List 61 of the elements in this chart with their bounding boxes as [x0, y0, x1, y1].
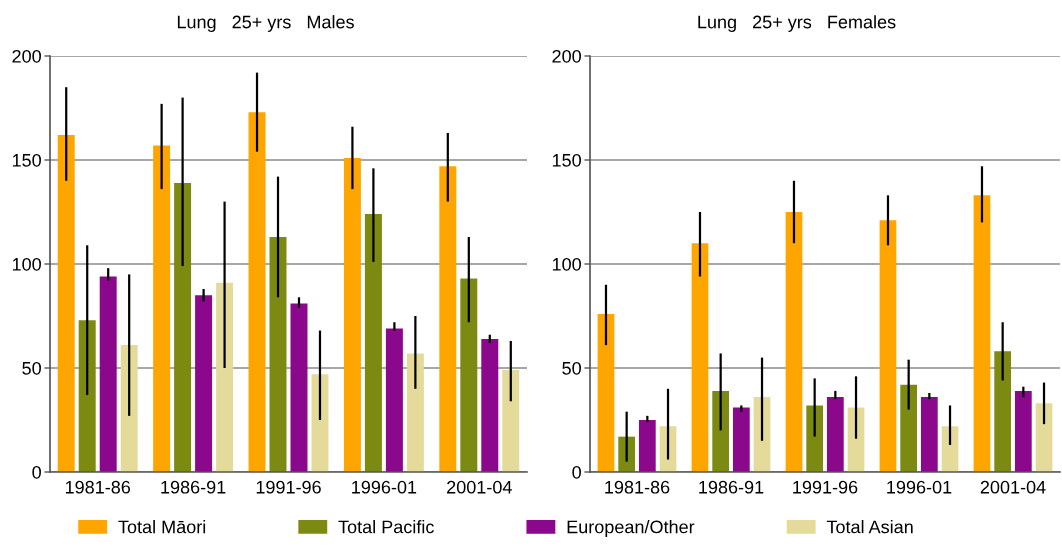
y-tick-label: 0 — [572, 465, 581, 479]
legend-label: European/Other — [567, 520, 695, 537]
y-tick-label: 100 — [552, 257, 581, 271]
x-tick-label: 1991-96 — [793, 480, 858, 494]
x-tick-label: 1986-91 — [699, 480, 764, 494]
y-tick-label: 200 — [552, 49, 581, 63]
x-tick-label: 1986-91 — [161, 480, 226, 494]
bar — [1014, 390, 1032, 472]
y-tick-label: 0 — [32, 465, 41, 479]
bar — [712, 390, 730, 472]
bar — [994, 351, 1012, 472]
y-tick-label: 50 — [562, 361, 581, 375]
legend-label: Total Māori — [118, 520, 206, 534]
bar — [920, 397, 938, 472]
bar — [174, 182, 192, 472]
bar — [481, 338, 499, 472]
y-tick-label: 200 — [12, 49, 41, 63]
bar — [195, 295, 213, 472]
bar — [732, 407, 750, 472]
bar — [900, 384, 918, 472]
bar — [638, 420, 656, 472]
x-tick-label: 1996-01 — [887, 480, 952, 494]
x-tick-label: 2001-04 — [980, 480, 1046, 494]
bar — [343, 157, 361, 472]
bar — [364, 214, 382, 472]
bar — [99, 276, 117, 472]
x-tick-label: 1996-01 — [352, 480, 417, 494]
x-tick-label: 1981-86 — [605, 480, 670, 494]
bar — [460, 278, 478, 472]
bar — [311, 374, 329, 472]
bar — [785, 212, 803, 472]
bar — [120, 345, 138, 472]
bar — [269, 236, 287, 472]
legend-label: Total Asian — [826, 520, 913, 534]
y-tick-label: 150 — [552, 153, 581, 167]
bar — [385, 328, 403, 472]
bar — [216, 282, 234, 472]
bar — [290, 303, 308, 472]
bar — [406, 353, 424, 472]
bar — [973, 195, 991, 472]
bar — [826, 397, 844, 472]
chart-title: Lung 25+ yrs Females — [698, 15, 896, 32]
chart-title: Lung 25+ yrs Males — [177, 15, 354, 32]
bar — [439, 166, 457, 472]
y-tick-label: 50 — [22, 361, 41, 375]
bar — [1035, 403, 1053, 472]
bar — [597, 313, 615, 472]
bar — [78, 320, 96, 472]
y-tick-label: 150 — [12, 153, 41, 167]
bar — [806, 405, 824, 472]
legend-label: Total Pacific — [338, 520, 434, 534]
bar — [502, 370, 520, 472]
bar — [57, 135, 75, 472]
y-tick-label: 100 — [12, 257, 41, 271]
bar — [248, 112, 266, 472]
x-tick-label: 1981-86 — [65, 480, 131, 494]
bar — [879, 220, 897, 472]
bar — [153, 145, 171, 472]
x-tick-label: 2001-04 — [447, 480, 512, 494]
bar — [691, 243, 709, 472]
x-tick-label: 1991-96 — [256, 480, 321, 494]
